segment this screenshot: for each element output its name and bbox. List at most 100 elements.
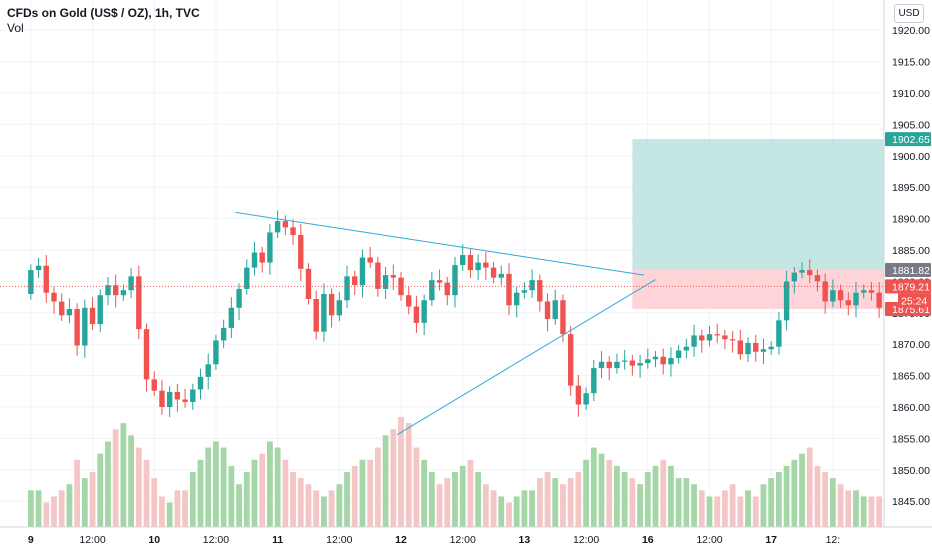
candle-body [529, 280, 535, 291]
volume-bar [868, 496, 875, 527]
candle-body [629, 360, 636, 366]
candle-body [467, 255, 474, 271]
volume-bar [691, 484, 697, 527]
candle-body [236, 288, 242, 308]
volume-bars [27, 417, 921, 527]
volume-bar [513, 496, 520, 527]
volume-bar [151, 478, 158, 527]
volume-bar [876, 496, 883, 527]
volume-bar [313, 490, 320, 527]
candle-body [521, 290, 528, 293]
candle-body [190, 389, 196, 403]
volume-bar [482, 484, 489, 527]
volume-bar [359, 459, 366, 527]
candle-body [591, 368, 597, 394]
candle-body [675, 350, 682, 359]
candle-body [537, 280, 543, 302]
candle-body [791, 272, 798, 282]
volume-bar [290, 472, 296, 527]
candle-body [645, 359, 651, 364]
volume-bar [374, 447, 381, 527]
candle-body [274, 221, 281, 233]
y-tick-label: 1920.00 [892, 25, 930, 37]
y-tick-label: 1900.00 [892, 151, 930, 163]
candle-body [182, 399, 188, 403]
volume-bar [27, 490, 34, 527]
volume-bar [274, 447, 281, 527]
volume-bar [305, 484, 312, 527]
x-tick-label: 12:00 [573, 534, 599, 546]
candle-body [737, 340, 744, 355]
candle-body [452, 265, 458, 296]
volume-bar [398, 417, 404, 527]
volume-bar [436, 484, 443, 527]
currency-button[interactable]: USD [894, 4, 924, 23]
volume-bar [197, 459, 204, 527]
legend: CFDs on Gold (US$ / OZ), 1h, TVC Vol [7, 6, 200, 36]
candle-body [290, 227, 296, 235]
volume-bar [135, 447, 142, 527]
x-tick-label: 16 [642, 534, 654, 546]
candle-body [228, 307, 235, 328]
volume-bar [297, 478, 304, 527]
volume-bar [590, 447, 597, 527]
y-tick-label: 1855.00 [892, 433, 930, 445]
volume-bar [143, 459, 150, 527]
volume-bar [390, 429, 397, 527]
candle-body [668, 358, 674, 365]
volume-bar [644, 472, 651, 527]
candle-body [483, 262, 489, 268]
x-tick-label: 17 [765, 534, 777, 546]
candle-body [807, 270, 813, 276]
volume-bar [128, 435, 134, 527]
candle-body [413, 306, 420, 323]
volume-label: Vol [7, 21, 24, 35]
candle-body [336, 300, 343, 316]
candle-body [205, 364, 211, 377]
price-tag-label: 1879.21 [892, 281, 930, 293]
volume-bar [729, 484, 736, 527]
candle-body [652, 356, 659, 360]
candle-body [845, 300, 851, 306]
candle-body [861, 290, 867, 293]
volume-bar [382, 435, 389, 527]
price-tag-label: 1881.82 [892, 265, 930, 277]
x-tick-label: 10 [148, 534, 160, 546]
candle-body [267, 232, 273, 263]
candle-body [89, 307, 96, 325]
candle-body [475, 262, 481, 271]
candle-body [830, 290, 836, 302]
candle-body [35, 265, 42, 271]
price-tag [885, 262, 931, 277]
candle-body [406, 295, 412, 307]
volume-bar [452, 472, 458, 527]
candle-body [799, 270, 805, 273]
candle-body [375, 262, 381, 289]
volume-bar [344, 472, 350, 527]
volume-bar [251, 459, 258, 527]
candle-body [583, 393, 589, 405]
trendline-upper [235, 211, 645, 276]
y-tick-label: 1865.00 [892, 371, 930, 383]
volume-bar [428, 472, 435, 527]
volume-bar [560, 484, 566, 527]
x-tick-label: 12: [826, 534, 841, 546]
candle-body [213, 340, 219, 365]
volume-bar [459, 465, 466, 527]
candle-body [120, 290, 127, 296]
candle-body [321, 293, 327, 332]
volume-bar [845, 490, 852, 527]
volume-bar [105, 441, 111, 527]
price-tag [885, 132, 931, 147]
volume-bar [97, 453, 104, 527]
y-tick-label: 1905.00 [892, 119, 930, 131]
volume-bar [321, 496, 327, 527]
volume-bar [413, 447, 420, 527]
volume-bar [791, 459, 798, 527]
volume-bar [822, 472, 829, 527]
volume-bar [166, 502, 173, 527]
volume-bar [536, 478, 543, 527]
y-tick-label: 1910.00 [892, 88, 930, 100]
